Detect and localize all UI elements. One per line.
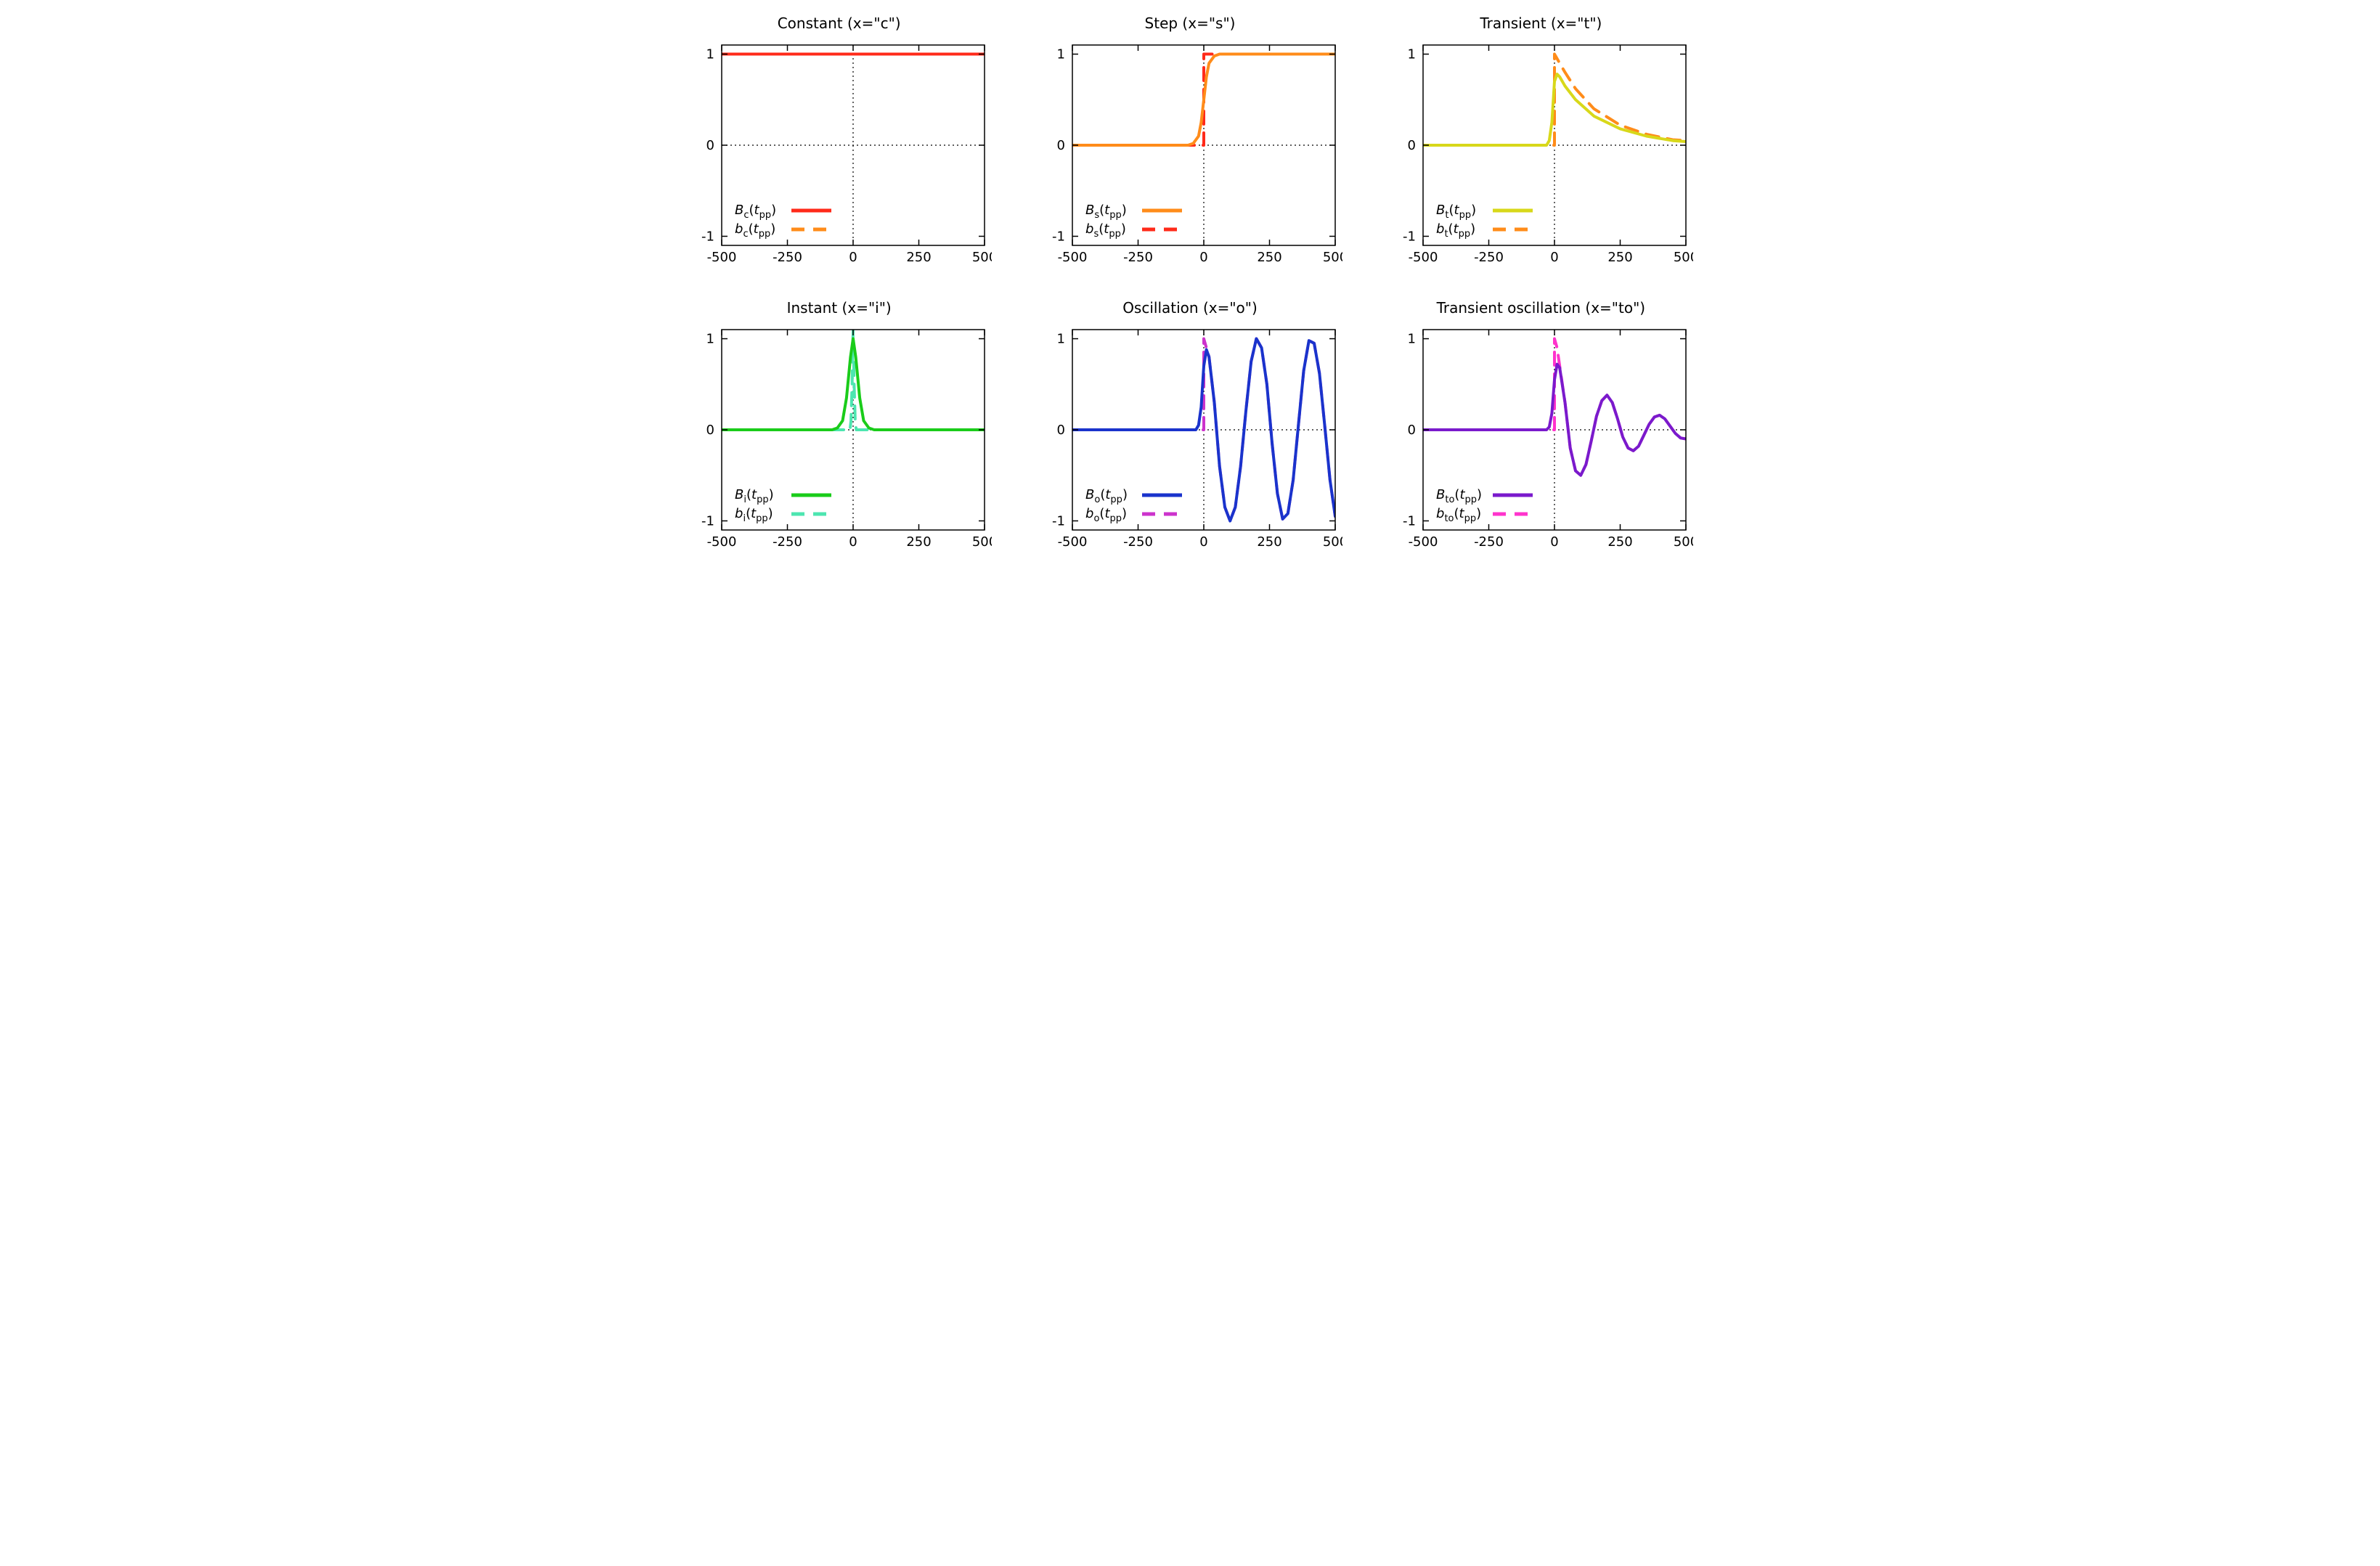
legend-label-B: Bc(tpp) bbox=[735, 203, 776, 221]
legend-label-B: Bt(tpp) bbox=[1436, 203, 1476, 221]
xtick-label: 500 bbox=[1674, 534, 1693, 550]
ytick-label: -1 bbox=[1403, 229, 1416, 244]
legend-label-b: bto(tpp) bbox=[1436, 506, 1481, 524]
plot-transient: -500 -250 0 250 500 -1 0 1 Bt(tpp)bt(tpp) bbox=[1388, 38, 1693, 270]
xtick-label: 0 bbox=[1551, 534, 1559, 550]
xtick-label: 500 bbox=[971, 250, 991, 265]
ytick-label: 0 bbox=[1057, 138, 1065, 153]
xtick-label: -250 bbox=[1474, 534, 1504, 550]
legend-label-b: bt(tpp) bbox=[1436, 221, 1475, 240]
panel-oscillation: Oscillation (x="o") -500 -250 0 250 500 -1 0 1 Bo… bbox=[1032, 299, 1347, 555]
ytick-label: 1 bbox=[1057, 332, 1065, 347]
xtick-label: 250 bbox=[906, 250, 931, 265]
chart-grid: Constant (x="c") -500 -250 0 250 500 -1 0 1 Bc(tp… bbox=[682, 15, 1698, 555]
plot-instant: -500 -250 0 250 500 -1 0 1 Bi(tpp)bi(tpp) bbox=[687, 322, 992, 555]
xtick-label: -250 bbox=[773, 534, 802, 550]
xtick-label: -500 bbox=[1058, 534, 1088, 550]
xtick-label: -250 bbox=[1123, 534, 1153, 550]
ytick-label: -1 bbox=[1052, 513, 1065, 529]
ytick-label: 1 bbox=[706, 332, 714, 347]
ytick-label: -1 bbox=[1052, 229, 1065, 244]
ytick-label: 1 bbox=[1057, 47, 1065, 62]
ytick-label: 1 bbox=[1408, 47, 1416, 62]
xtick-label: -250 bbox=[773, 250, 802, 265]
legend-label-B: Bo(tpp) bbox=[1085, 487, 1128, 505]
panel-title: Constant (x="c") bbox=[778, 15, 901, 32]
legend-label-b: bo(tpp) bbox=[1085, 506, 1127, 524]
xtick-label: 0 bbox=[1199, 250, 1207, 265]
xtick-label: 500 bbox=[1323, 534, 1342, 550]
panel-title: Oscillation (x="o") bbox=[1122, 299, 1258, 317]
panel-transient-oscillation: Transient oscillation (x="to") -500 -250 0 2… bbox=[1384, 299, 1698, 555]
plot-oscillation: -500 -250 0 250 500 -1 0 1 Bo(tpp)bo(tpp) bbox=[1038, 322, 1342, 555]
xtick-label: 250 bbox=[1608, 250, 1633, 265]
xtick-label: 500 bbox=[1674, 250, 1693, 265]
ytick-label: -1 bbox=[701, 513, 714, 529]
xtick-label: -500 bbox=[1409, 534, 1438, 550]
xtick-label: 250 bbox=[1257, 250, 1281, 265]
legend-label-B: Bs(tpp) bbox=[1085, 203, 1127, 221]
xtick-label: 250 bbox=[1608, 534, 1633, 550]
panel-title: Instant (x="i") bbox=[787, 299, 892, 317]
ytick-label: 0 bbox=[706, 138, 714, 153]
ytick-label: 1 bbox=[1408, 332, 1416, 347]
xtick-label: 0 bbox=[1199, 534, 1207, 550]
xtick-label: -500 bbox=[1058, 250, 1088, 265]
plot-transient-oscillation: -500 -250 0 250 500 -1 0 1 Bto(tpp)bto(tpp) bbox=[1388, 322, 1693, 555]
panel-title: Step (x="s") bbox=[1145, 15, 1236, 32]
xtick-label: -500 bbox=[706, 534, 736, 550]
xtick-label: 500 bbox=[971, 534, 991, 550]
xtick-label: -250 bbox=[1123, 250, 1153, 265]
ytick-label: 0 bbox=[1408, 423, 1416, 438]
plot-constant: -500 -250 0 250 500 -1 0 1 Bc(tpp)bc(tpp) bbox=[687, 38, 992, 270]
ytick-label: -1 bbox=[1403, 513, 1416, 529]
xtick-label: 0 bbox=[849, 250, 857, 265]
panel-constant: Constant (x="c") -500 -250 0 250 500 -1 0 1 Bc(tp… bbox=[682, 15, 996, 270]
xtick-label: 250 bbox=[1257, 534, 1281, 550]
panel-title: Transient oscillation (x="to") bbox=[1437, 299, 1646, 317]
xtick-label: -250 bbox=[1474, 250, 1504, 265]
xtick-label: -500 bbox=[1409, 250, 1438, 265]
legend-label-B: Bi(tpp) bbox=[735, 487, 774, 505]
ytick-label: 1 bbox=[706, 47, 714, 62]
ytick-label: 0 bbox=[1057, 423, 1065, 438]
xtick-label: 0 bbox=[1551, 250, 1559, 265]
ytick-label: 0 bbox=[1408, 138, 1416, 153]
panel-title: Transient (x="t") bbox=[1480, 15, 1602, 32]
xtick-label: 500 bbox=[1323, 250, 1342, 265]
panel-step: Step (x="s") -500 -250 0 250 500 -1 0 1 Bs(tpp)bs… bbox=[1032, 15, 1347, 270]
series-b bbox=[1423, 339, 1686, 476]
legend-label-b: bs(tpp) bbox=[1085, 221, 1126, 240]
legend-label-b: bi(tpp) bbox=[735, 506, 773, 524]
xtick-label: 250 bbox=[906, 534, 931, 550]
legend-label-b: bc(tpp) bbox=[735, 221, 775, 240]
ytick-label: -1 bbox=[701, 229, 714, 244]
plot-step: -500 -250 0 250 500 -1 0 1 Bs(tpp)bs(tpp) bbox=[1038, 38, 1342, 270]
panel-instant: Instant (x="i") -500 -250 0 250 500 -1 0 1 Bi(tpp… bbox=[682, 299, 996, 555]
xtick-label: 0 bbox=[849, 534, 857, 550]
panel-transient: Transient (x="t") -500 -250 0 250 500 -1 0 1 Bt(t… bbox=[1384, 15, 1698, 270]
ytick-label: 0 bbox=[706, 423, 714, 438]
xtick-label: -500 bbox=[706, 250, 736, 265]
legend-label-B: Bto(tpp) bbox=[1436, 487, 1482, 505]
